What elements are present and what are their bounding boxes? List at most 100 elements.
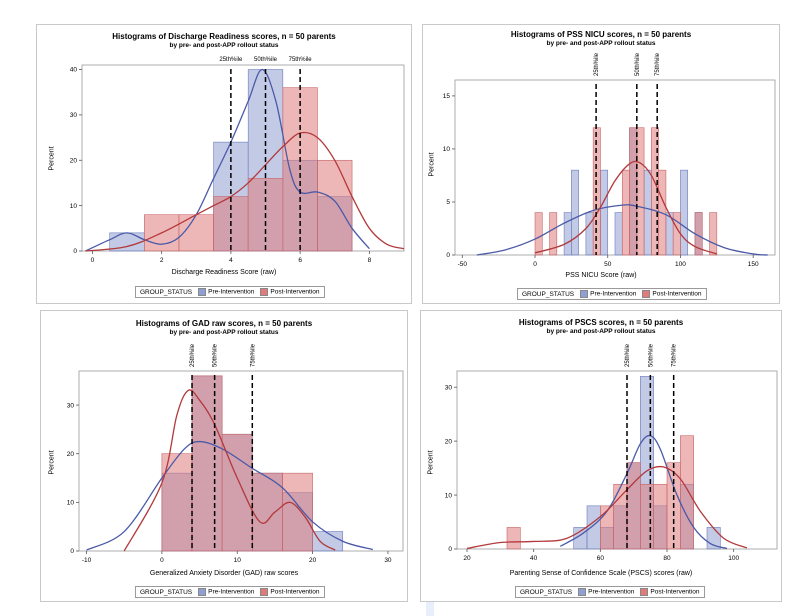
legend-post-swatch (260, 288, 269, 296)
x-tick-label: 40 (530, 555, 538, 562)
legend-post-label: Post-Intervention (270, 588, 320, 596)
legend-pre-label: Pre-Intervention (208, 288, 255, 296)
x-tick-label: 8 (368, 257, 372, 264)
histogram-bar (626, 462, 641, 550)
y-tick-label: 0 (73, 248, 77, 255)
density-curve-pre (86, 440, 374, 551)
percentile-label: 25th%ile (219, 57, 243, 63)
histogram-bar (191, 375, 223, 552)
y-axis-label: Percent (48, 146, 56, 171)
percentile-label: 50th%ile (213, 343, 219, 367)
legend-post-label: Post-Intervention (652, 290, 702, 298)
percentile-label: 25th%ile (594, 52, 600, 76)
y-tick-label: 0 (448, 546, 452, 553)
histogram-bar (636, 127, 645, 256)
density-curve-post (123, 389, 336, 552)
legend-group-label: GROUP_STATUS (140, 588, 193, 596)
y-axis-label: Percent (48, 450, 56, 475)
chart-subtitle: by pre- and post-APP rollout status (546, 40, 656, 47)
histogram-bar (571, 169, 579, 256)
x-tick-label: 10 (234, 557, 242, 564)
x-tick-label: 30 (384, 557, 392, 564)
y-tick-label: 40 (70, 67, 78, 74)
histogram-bar (643, 169, 652, 256)
x-tick-label: 0 (533, 261, 537, 268)
y-tick-label: 0 (70, 548, 74, 555)
x-tick-label: -10 (82, 557, 92, 564)
density-curve-pre (85, 68, 370, 252)
y-tick-label: 20 (445, 438, 453, 445)
chart-subtitle: by pre- and post-APP rollout status (546, 328, 656, 335)
x-tick-label: 6 (298, 257, 302, 264)
y-tick-label: 20 (70, 157, 78, 164)
percentile-label: 50th%ile (635, 52, 641, 76)
series-bars-post (534, 127, 718, 256)
histogram-bar (614, 212, 623, 256)
legend: GROUP_STATUS Pre-Intervention Post-Inter… (517, 288, 707, 300)
percentile-label: 25th%ile (625, 343, 631, 367)
y-tick-label: 30 (70, 112, 78, 119)
legend-post-label: Post-Intervention (650, 588, 700, 596)
y-axis-label: Percent (428, 152, 436, 177)
x-tick-label: 2 (160, 257, 164, 264)
histogram-bar (506, 527, 521, 550)
histogram-bar (621, 169, 630, 256)
chart-title: Histograms of GAD raw scores, n = 50 par… (135, 319, 313, 328)
x-axis-label: PSS NICU Score (raw) (565, 272, 637, 279)
chart-plot-discharge: 25th%ile 50th%ile 75th%ile 0 2 4 6 8 0 10 20 30 40 (70, 57, 405, 264)
chart-plot-pss-nicu: 25th%ile 50th%ile 75th%ile -50 0 50 100 150 0 5 10… (443, 52, 776, 268)
chart-plot-pscs: 25th%ile 50th%ile 75th%ile 20 40 60 80 100 0 10 20… (445, 343, 778, 562)
chart-subtitle: by pre- and post-APP rollout status (169, 42, 279, 49)
chart-subtitle: by pre- and post-APP rollout status (169, 329, 279, 336)
histogram-bar (640, 483, 654, 550)
y-tick-label: 10 (67, 500, 75, 507)
legend-group-label: GROUP_STATUS (522, 290, 575, 298)
histogram-bar (629, 127, 638, 256)
y-tick-label: 10 (443, 146, 451, 153)
histogram-bar (282, 472, 313, 552)
legend-post-swatch (260, 588, 269, 596)
percentile-label: 50th%ile (254, 57, 278, 63)
legend: GROUP_STATUS Pre-Intervention Post-Inter… (135, 586, 325, 598)
legend-post: Post-Intervention (642, 290, 702, 298)
y-tick-label: 5 (446, 199, 450, 206)
chart-panel-pss-nicu: Histograms of PSS NICU scores, n = 50 pa… (422, 24, 780, 304)
chart-title: Histograms of PSS NICU scores, n = 50 pa… (510, 30, 692, 39)
legend-pre: Pre-Intervention (198, 588, 254, 596)
density-curve-post (534, 160, 718, 255)
x-tick-label: 150 (748, 261, 759, 268)
x-axis-label: Parenting Sense of Confidence Scale (PSC… (509, 570, 693, 577)
histogram-bar (585, 212, 594, 256)
x-tick-label: -50 (458, 261, 468, 268)
legend-post: Post-Intervention (260, 588, 320, 596)
histogram-bar (709, 212, 718, 256)
density-curve-pre (476, 204, 768, 256)
legend-pre-swatch (198, 588, 207, 596)
histogram-bar (613, 483, 628, 550)
x-tick-label: 0 (91, 257, 95, 264)
x-tick-label: 100 (728, 555, 739, 562)
y-tick-label: 15 (443, 93, 451, 100)
y-tick-label: 20 (67, 451, 75, 458)
histogram-bar (549, 212, 558, 256)
y-tick-label: 10 (445, 492, 453, 499)
chart-title: Histograms of Discharge Readiness scores… (112, 32, 336, 41)
percentile-label: 75th%ile (655, 52, 661, 76)
x-tick-label: 20 (309, 557, 317, 564)
legend-post-swatch (642, 290, 651, 298)
chart-plot-gad: 25th%ile 50th%ile 75th%ile -10 0 10 20 30 0 10 20 3… (67, 343, 404, 564)
legend-post-swatch (640, 588, 649, 596)
chart-panel-discharge: Histograms of Discharge Readiness scores… (36, 24, 412, 304)
legend-pre: Pre-Intervention (578, 588, 634, 596)
histogram-bar (161, 453, 193, 552)
legend-pre-swatch (578, 588, 587, 596)
y-tick-label: 10 (70, 203, 78, 210)
histogram-bar (653, 483, 668, 550)
histogram-bar (680, 435, 694, 550)
legend: GROUP_STATUS Pre-Intervention Post-Inter… (515, 586, 705, 598)
legend-pre-label: Pre-Intervention (208, 588, 255, 596)
legend-post-label: Post-Intervention (270, 288, 320, 296)
percentile-label: 75th%ile (289, 57, 313, 63)
legend-pre: Pre-Intervention (198, 288, 254, 296)
density-curve-post (466, 465, 748, 550)
